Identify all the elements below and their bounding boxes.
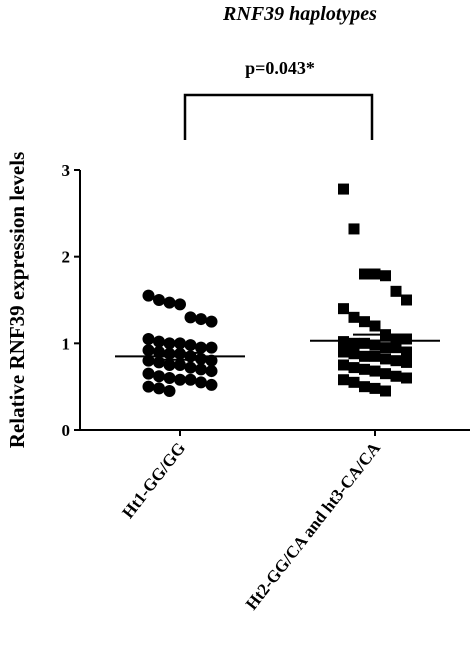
- data-point: [359, 268, 370, 280]
- data-point: [153, 382, 165, 395]
- data-point: [359, 381, 370, 393]
- data-point: [153, 370, 165, 383]
- data-point: [205, 365, 218, 378]
- data-point: [338, 346, 349, 358]
- x-tick-label: Ht1-GG/GG: [118, 439, 189, 522]
- y-tick-label: 3: [62, 161, 71, 180]
- data-point: [195, 376, 207, 389]
- data-point: [348, 362, 360, 374]
- data-point: [205, 378, 218, 391]
- data-point: [348, 223, 360, 235]
- data-point: [390, 285, 402, 297]
- data-point: [142, 333, 155, 345]
- data-point: [142, 344, 155, 357]
- data-point: [348, 348, 360, 360]
- x-tick-label: Ht2-GG/CA and ht3-CA/CA: [242, 438, 385, 613]
- data-point: [359, 316, 370, 328]
- data-point: [142, 289, 155, 302]
- data-point: [205, 354, 218, 367]
- data-point: [380, 353, 391, 365]
- data-point: [174, 337, 186, 350]
- data-point: [348, 311, 360, 323]
- data-point: [163, 372, 176, 384]
- data-point: [369, 320, 381, 332]
- significance-bracket: [183, 93, 374, 140]
- data-point: [142, 354, 155, 367]
- data-point: [163, 337, 176, 350]
- data-point: [390, 333, 402, 345]
- data-point: [390, 370, 402, 382]
- chart-title: RNF39 haplotypes: [222, 3, 377, 25]
- data-point: [359, 337, 370, 349]
- data-point: [174, 359, 186, 371]
- data-point: [163, 296, 176, 309]
- annotation: p=0.043*: [245, 58, 315, 78]
- data-point: [359, 363, 370, 375]
- y-tick-label: 0: [62, 421, 71, 440]
- data-point: [380, 368, 391, 380]
- data-point: [401, 333, 412, 345]
- data-point: [142, 367, 155, 380]
- data-point: [174, 373, 186, 386]
- data-point: [195, 363, 207, 376]
- data-point: [359, 350, 370, 362]
- data-point: [184, 311, 197, 324]
- data-point: [195, 313, 207, 326]
- data-point: [380, 385, 391, 397]
- y-axis-label: Relative RNF39 expression levels: [5, 152, 29, 448]
- data-point: [338, 303, 349, 315]
- data-point: [338, 374, 349, 386]
- data-point: [401, 346, 412, 358]
- y-tick-label: 1: [62, 334, 71, 353]
- data-point: [184, 373, 197, 386]
- data-point: [153, 294, 165, 306]
- data-point: [142, 380, 155, 393]
- y-tick-label: 2: [62, 248, 71, 267]
- data-point: [153, 356, 165, 369]
- data-point: [153, 335, 165, 348]
- data-point: [369, 382, 381, 394]
- data-point: [401, 294, 412, 306]
- data-point: [338, 183, 349, 195]
- data-point: [174, 298, 186, 311]
- data-point: [338, 359, 349, 371]
- data-point: [195, 341, 207, 354]
- data-point: [390, 355, 402, 367]
- data-point: [348, 337, 360, 349]
- data-point: [163, 359, 176, 371]
- data-point: [401, 372, 412, 384]
- data-point: [163, 385, 176, 397]
- data-point: [205, 315, 218, 328]
- data-point: [348, 376, 360, 388]
- data-point: [205, 341, 218, 354]
- data-point: [369, 350, 381, 362]
- data-point: [369, 339, 381, 351]
- data-point: [380, 270, 391, 282]
- data-point: [369, 365, 381, 377]
- data-point: [184, 339, 197, 352]
- data-point: [184, 361, 197, 374]
- data-point: [369, 268, 381, 280]
- data-point: [401, 356, 412, 368]
